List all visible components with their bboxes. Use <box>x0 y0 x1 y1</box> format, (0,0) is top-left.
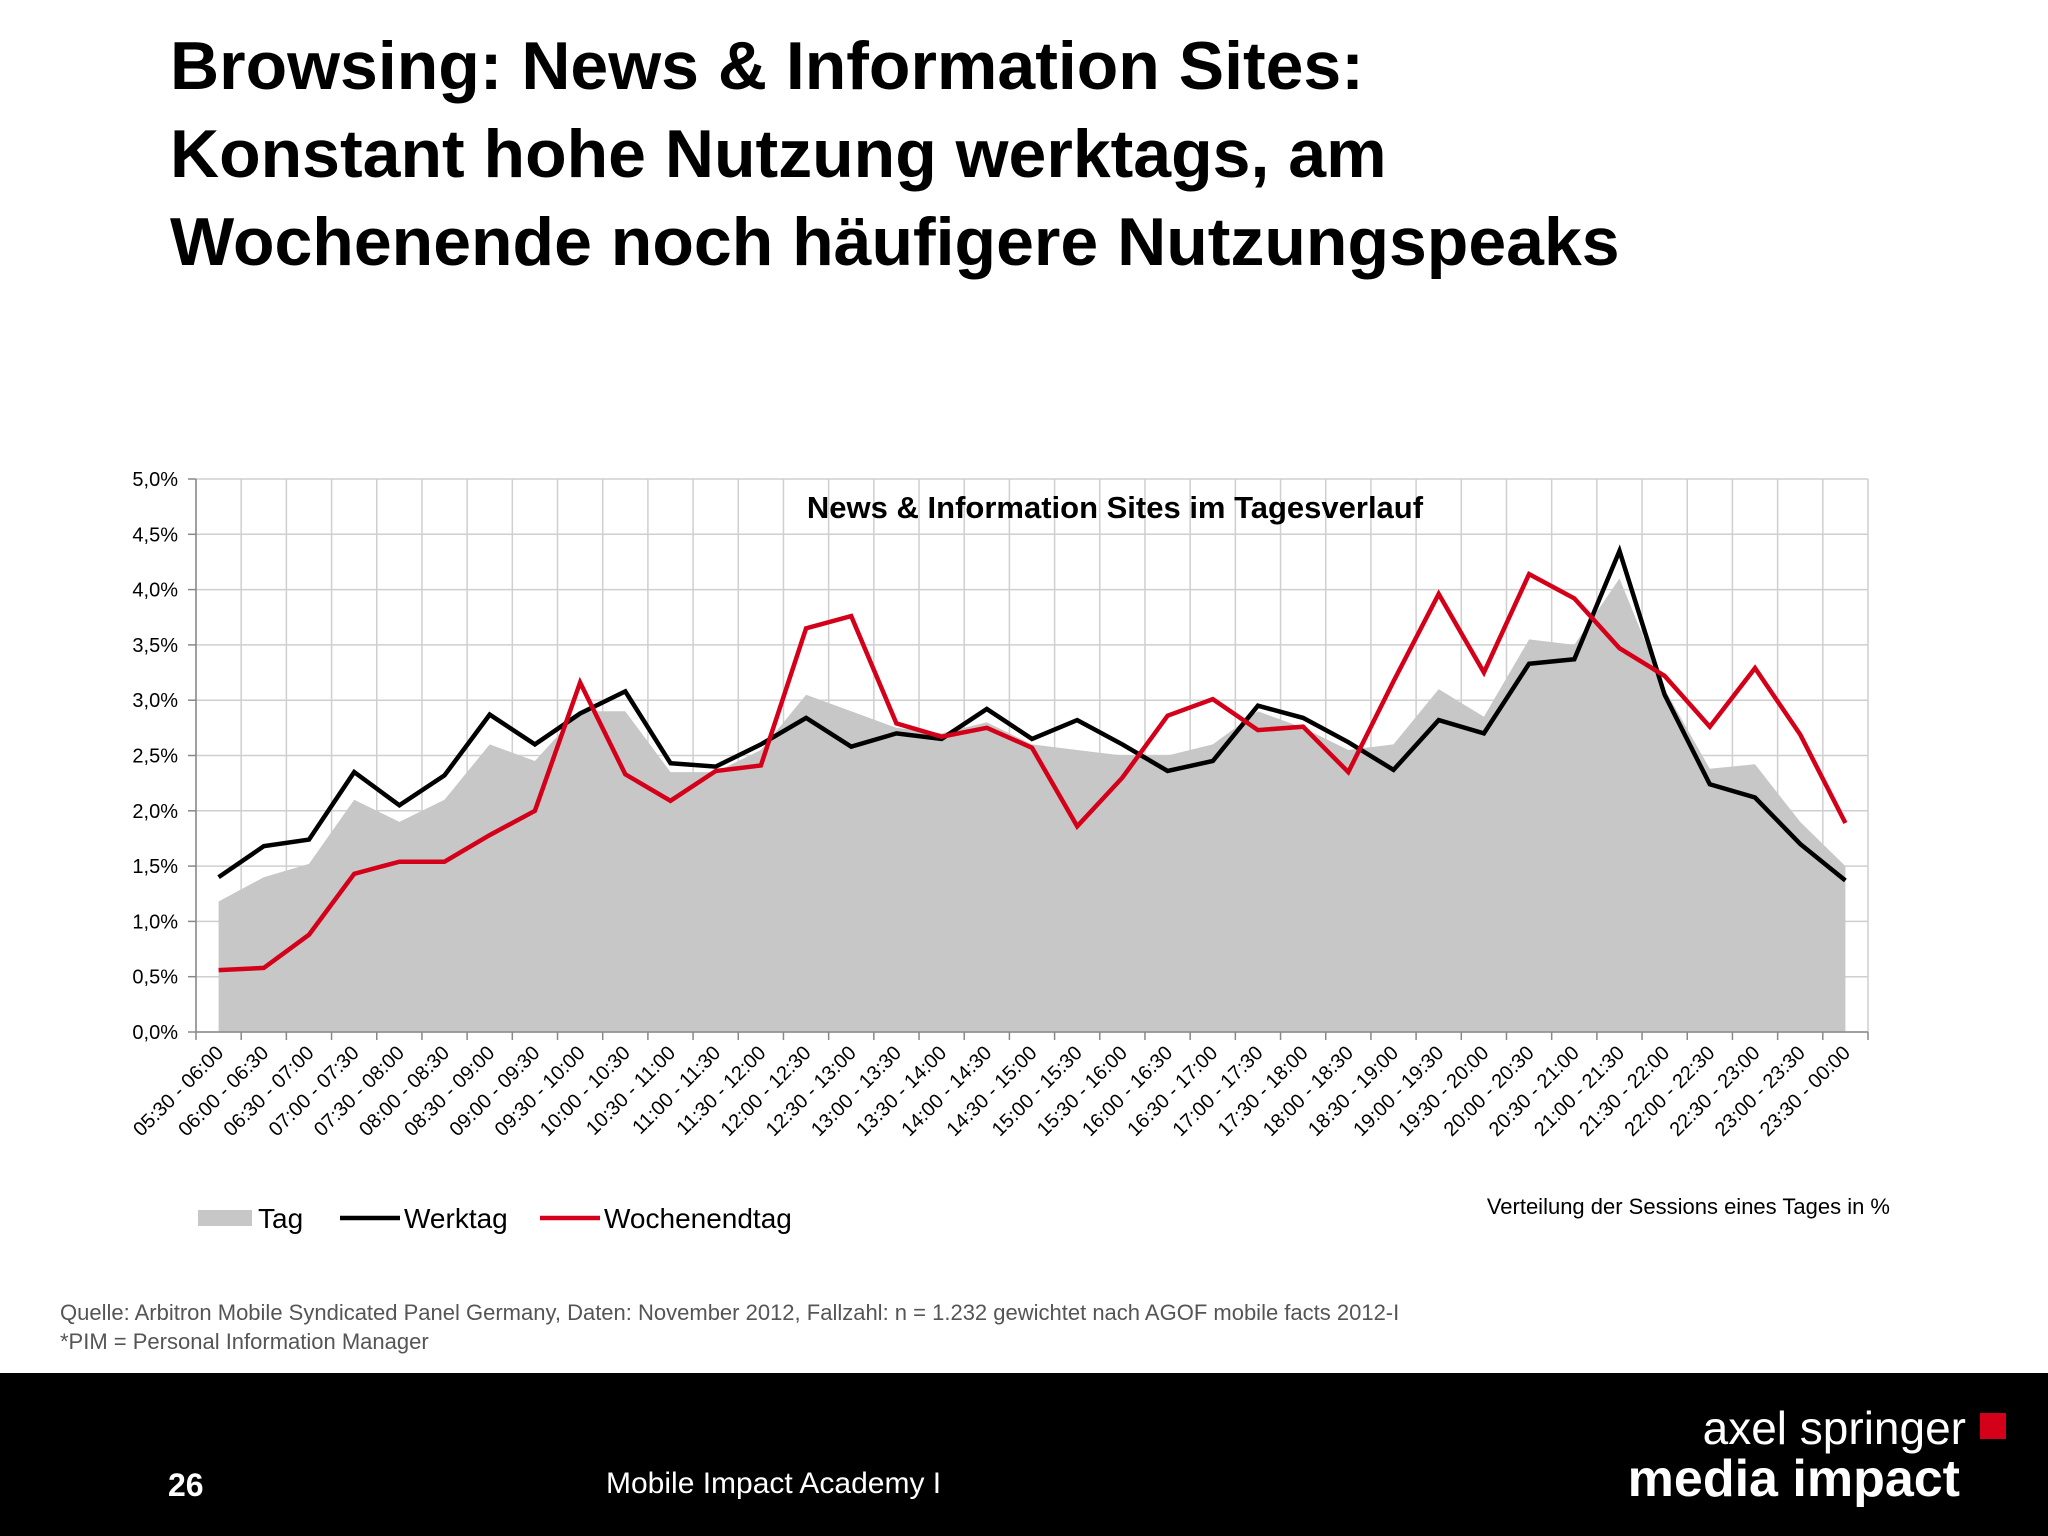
y-tick-label: 4,0% <box>132 580 178 602</box>
chart-title: News & Information Sites im Tagesverlauf <box>807 490 1424 525</box>
footer-bar: 26 Mobile Impact Academy I axel springer… <box>0 1373 2048 1536</box>
legend-label-werktag: Werktag <box>404 1203 508 1234</box>
legend-label-tag: Tag <box>258 1203 303 1234</box>
event-name: Mobile Impact Academy I <box>606 1467 942 1500</box>
y-tick-label: 5,0% <box>132 469 178 491</box>
line-series-werktag <box>217 544 1847 883</box>
chart-note: Verteilung der Sessions eines Tages in % <box>1487 1194 1890 1219</box>
y-tick-label: 3,0% <box>132 690 178 712</box>
brand-square-icon <box>1980 1413 2006 1439</box>
legend-swatch-tag <box>198 1210 252 1226</box>
legend-label-wochenendtag: Wochenendtag <box>604 1203 792 1234</box>
y-tick-label: 3,5% <box>132 635 178 657</box>
slide-title: Browsing: News & Information Sites: Kons… <box>170 22 1990 286</box>
brand-logo-line-2: media impact <box>1627 1450 1960 1508</box>
area-series-layer <box>218 578 1846 1032</box>
brand-logo-line-1: axel springer <box>1702 1402 1966 1454</box>
title-line-1: Browsing: News & Information Sites: <box>170 28 1364 104</box>
area-series-tag <box>218 578 1846 1032</box>
source-note: Quelle: Arbitron Mobile Syndicated Panel… <box>60 1298 1399 1356</box>
y-tick-label: 2,0% <box>132 801 178 823</box>
y-tick-label: 0,0% <box>132 1022 178 1044</box>
title-line-3: Wochenende noch häufigere Nutzungspeaks <box>170 204 1620 280</box>
source-line-2: *PIM = Personal Information Manager <box>60 1329 429 1354</box>
chart-legend: Tag Werktag Wochenendtag <box>198 1203 792 1234</box>
y-tick-label: 0,5% <box>132 967 178 989</box>
y-tick-label: 4,5% <box>132 524 178 546</box>
y-tick-label: 2,5% <box>132 746 178 768</box>
title-line-2: Konstant hohe Nutzung werktags, am <box>170 116 1387 192</box>
y-tick-label: 1,5% <box>132 856 178 878</box>
line-series-wochenendtag <box>218 570 1848 973</box>
line-series-layer <box>217 544 1848 973</box>
page-number: 26 <box>168 1467 204 1503</box>
line-chart: 0,0% 0,5% 1,0% 1,5% 2,0% 2,5% 3,0% 3,5% 4,0% 4,5%… <box>129 469 1890 1234</box>
source-line-1: Quelle: Arbitron Mobile Syndicated Panel… <box>60 1300 1400 1325</box>
y-tick-label: 1,0% <box>132 911 178 933</box>
